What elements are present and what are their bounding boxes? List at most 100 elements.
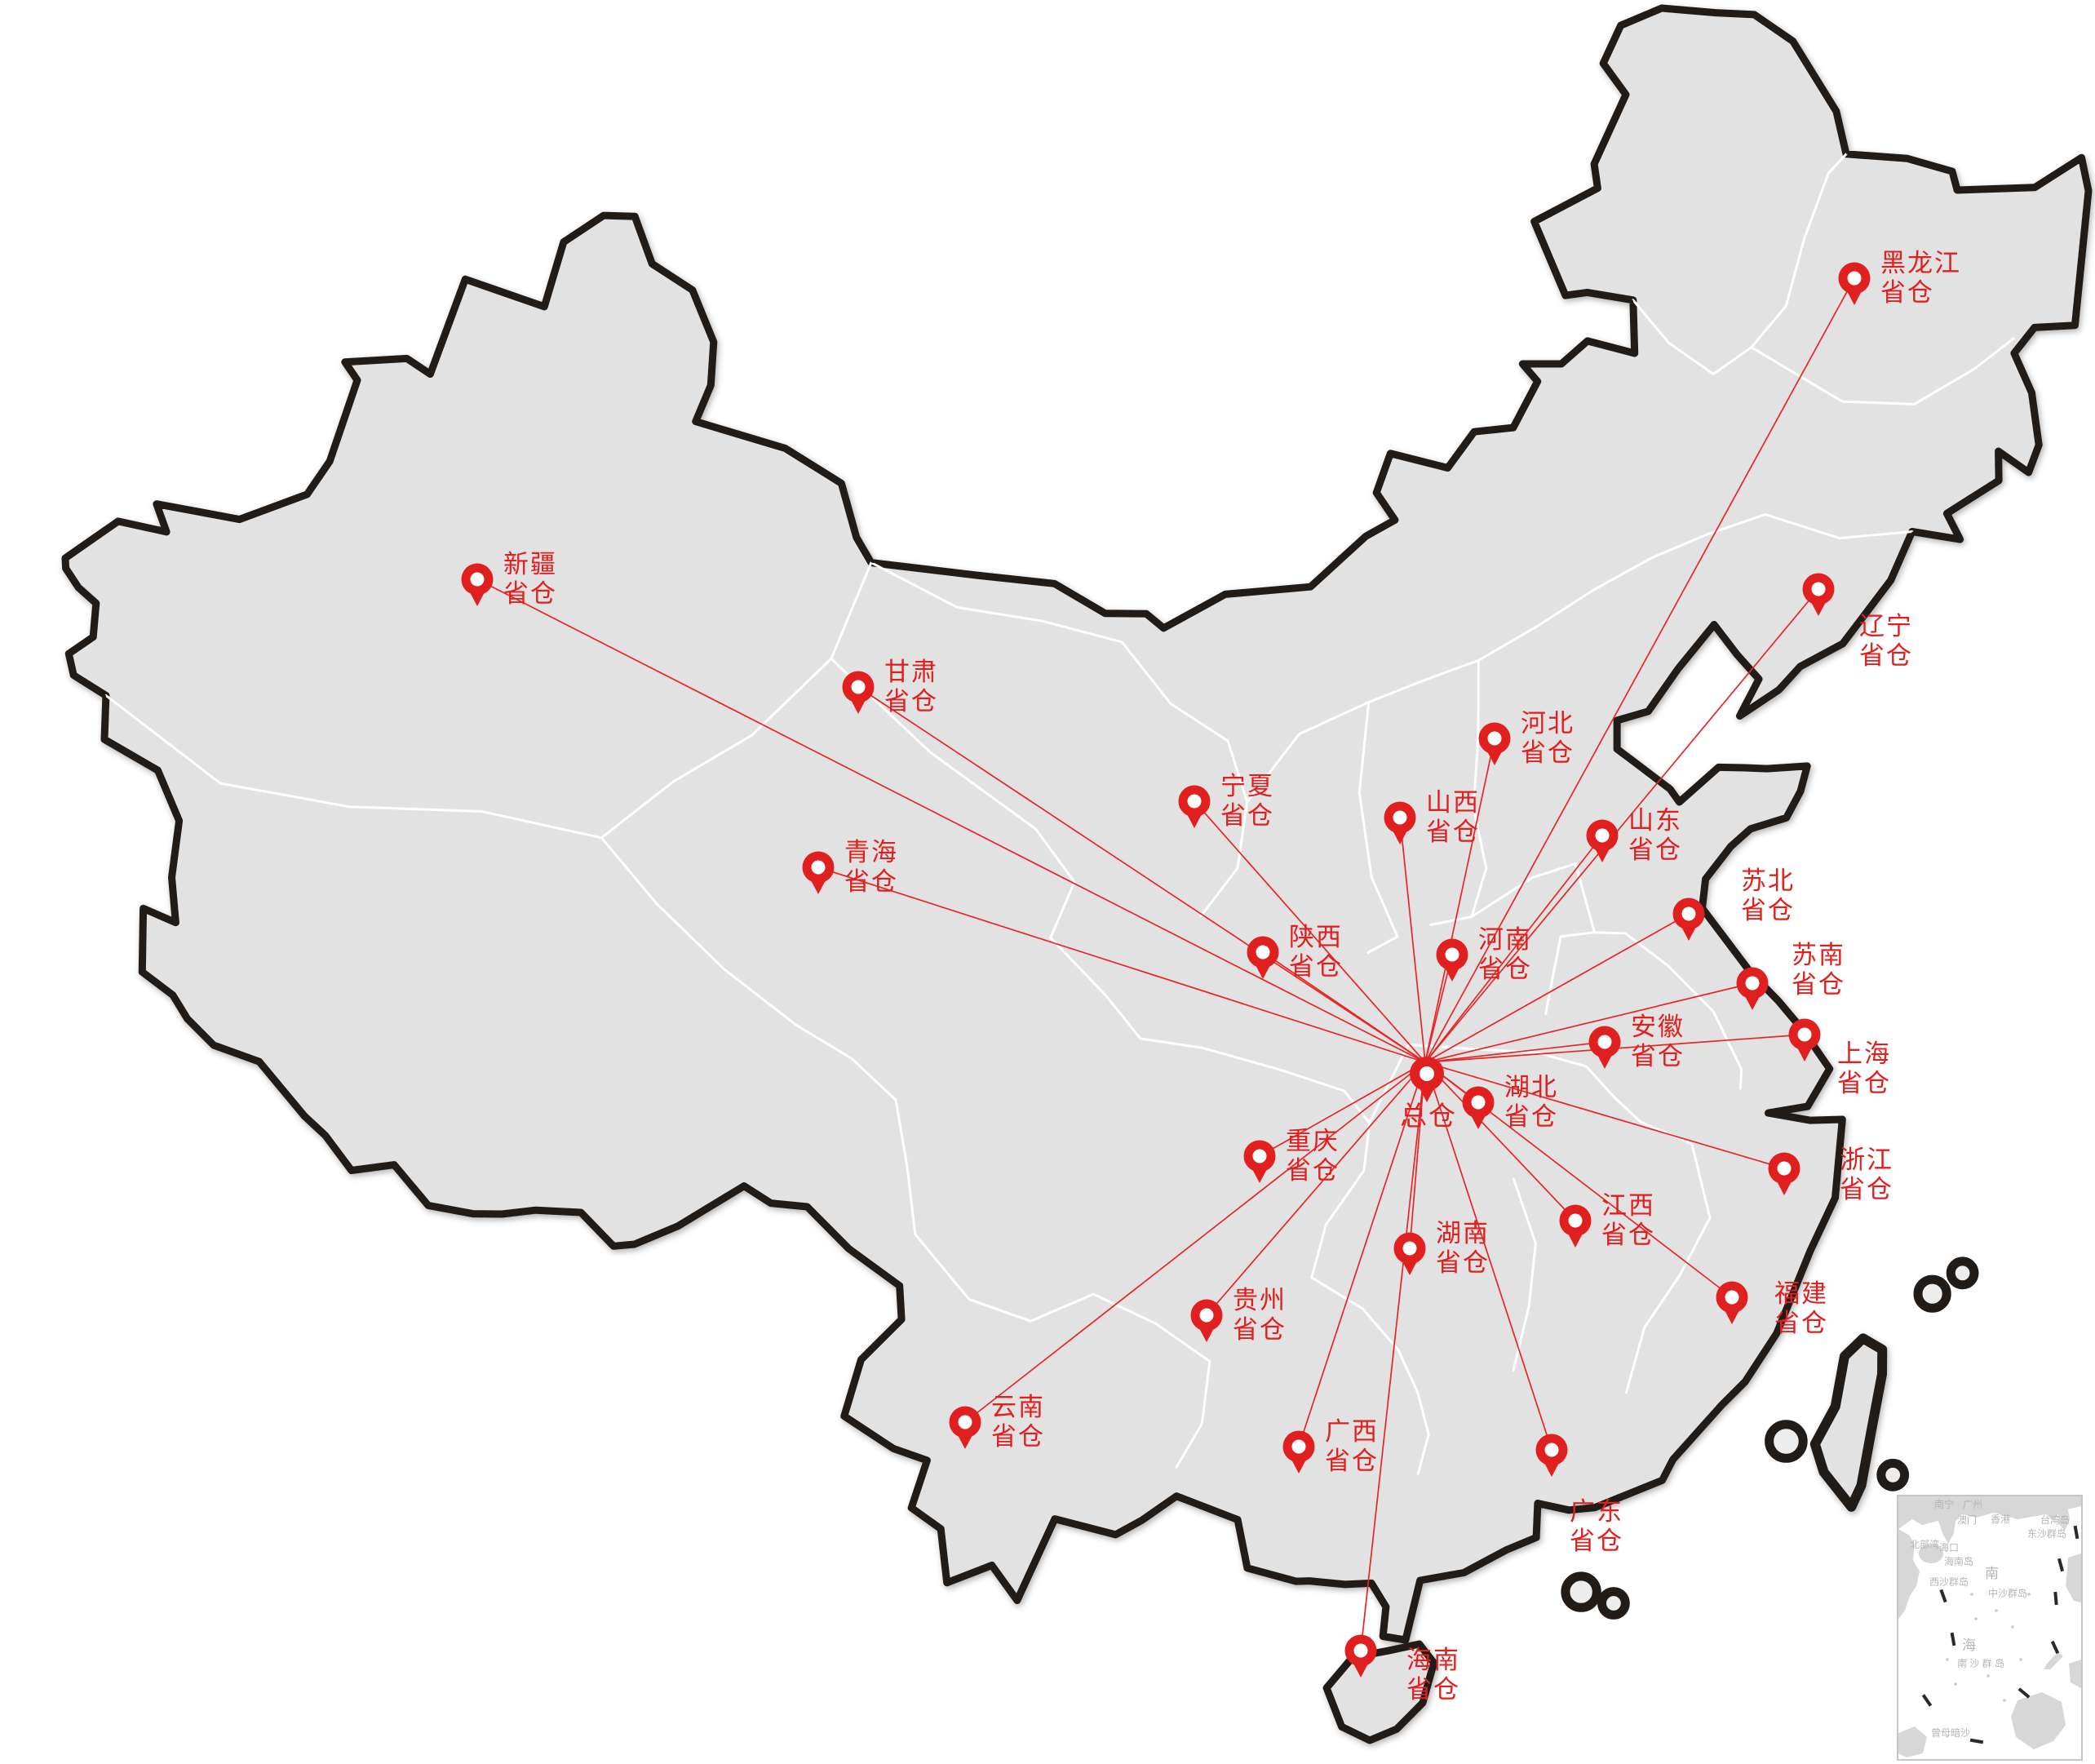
warehouse-region-name: 上海 bbox=[1837, 1039, 1891, 1068]
warehouse-pins bbox=[461, 262, 1871, 1678]
warehouse-label-shanghai: 上海 省仓 bbox=[1837, 1039, 1891, 1098]
warehouse-pin-shaanxi bbox=[1247, 936, 1279, 979]
warehouse-label-yunnan: 云南 省仓 bbox=[991, 1393, 1045, 1452]
warehouse-region-name: 苏北 bbox=[1741, 866, 1795, 895]
warehouse-suffix: 省仓 bbox=[1478, 955, 1532, 983]
warehouse-label-anhui: 安徽 省仓 bbox=[1631, 1013, 1685, 1071]
warehouse-region-name: 山东 bbox=[1628, 806, 1682, 835]
warehouse-region-name: 湖北 bbox=[1504, 1073, 1558, 1101]
distribution-line-gansu bbox=[857, 686, 1426, 1063]
warehouse-pin-zongcang bbox=[1410, 1057, 1444, 1102]
warehouse-region-name: 山西 bbox=[1426, 788, 1480, 817]
warehouse-pin-subei bbox=[1672, 898, 1705, 941]
small-island bbox=[1876, 1458, 1910, 1491]
inset-islet-dot bbox=[2003, 1699, 2006, 1702]
nine-dash-segment bbox=[2017, 1687, 2031, 1699]
warehouse-region-name: 河北 bbox=[1521, 709, 1575, 738]
warehouse-region-name: 海南 bbox=[1406, 1646, 1460, 1674]
warehouse-pin-fujian bbox=[1716, 1281, 1748, 1324]
inset-islet-dot bbox=[1954, 1682, 1957, 1686]
pin-hole-icon bbox=[470, 572, 485, 587]
pin-hole-icon bbox=[1595, 828, 1610, 843]
warehouse-suffix: 省仓 bbox=[844, 867, 898, 896]
distribution-line-yunnan bbox=[964, 1062, 1426, 1423]
warehouse-suffix: 省仓 bbox=[1521, 738, 1575, 767]
distribution-line-xinjiang bbox=[476, 578, 1426, 1063]
distribution-line-shandong bbox=[1424, 835, 1603, 1063]
warehouse-suffix: 省仓 bbox=[1286, 1156, 1340, 1185]
warehouse-label-shanxi: 山西 省仓 bbox=[1426, 788, 1480, 847]
distribution-line-hainan bbox=[1360, 1062, 1426, 1651]
warehouse-region-name: 福建 bbox=[1774, 1279, 1828, 1308]
warehouse-suffix: 省仓 bbox=[1570, 1527, 1623, 1555]
warehouse-pin-guangdong bbox=[1535, 1434, 1568, 1477]
province-border-line bbox=[1429, 862, 1597, 1016]
inset-mindanao bbox=[2069, 1660, 2081, 1688]
warehouse-label-guangxi: 广西 省仓 bbox=[1325, 1417, 1379, 1476]
warehouse-region-name: 河南 bbox=[1478, 925, 1532, 954]
warehouse-suffix: 省仓 bbox=[1504, 1102, 1558, 1131]
warehouse-suffix: 省仓 bbox=[991, 1422, 1045, 1451]
warehouse-pin-anhui bbox=[1588, 1026, 1621, 1069]
distribution-line-ningxia bbox=[1194, 800, 1426, 1063]
small-island bbox=[1561, 1571, 1601, 1612]
warehouse-suffix: 省仓 bbox=[1426, 818, 1480, 846]
taiwan-island bbox=[1809, 1333, 1888, 1512]
warehouse-region-name: 浙江 bbox=[1840, 1146, 1893, 1174]
south-china-sea-inset-map: 南宁 广州 澳门 香港 台湾岛 东沙群岛 北部湾 海口 海南岛 西沙群岛 南中沙群岛海南 沙 群 岛… bbox=[1897, 1495, 2083, 1761]
warehouse-label-hubei: 湖北 省仓 bbox=[1504, 1073, 1558, 1132]
pin-hole-icon bbox=[1847, 271, 1862, 286]
nine-dash-segment bbox=[2050, 1640, 2060, 1655]
warehouse-suffix: 省仓 bbox=[1859, 641, 1913, 670]
inset-vietnam-coast bbox=[1898, 1529, 1920, 1619]
inset-islet-dot bbox=[2027, 1593, 2031, 1596]
distribution-line-heilongjiang bbox=[1424, 277, 1855, 1063]
warehouse-label-qinghai: 青海 省仓 bbox=[844, 838, 898, 897]
nine-dash-segment bbox=[1969, 1738, 1984, 1744]
province-border-line bbox=[1764, 513, 1914, 540]
warehouse-region-name: 湖南 bbox=[1436, 1219, 1490, 1248]
warehouse-pin-hunan bbox=[1393, 1232, 1426, 1275]
nine-dash-segment bbox=[1921, 1694, 1933, 1707]
warehouse-label-ningxia: 宁夏 省仓 bbox=[1220, 772, 1274, 831]
warehouse-suffix: 省仓 bbox=[1289, 952, 1343, 981]
pin-hole-icon bbox=[1544, 1443, 1559, 1457]
pin-hole-icon bbox=[1681, 906, 1696, 921]
small-island bbox=[1946, 1257, 1979, 1290]
distribution-line-liaoning bbox=[1424, 588, 1819, 1063]
warehouse-region-name: 贵州 bbox=[1233, 1286, 1287, 1314]
pin-hole-icon bbox=[1811, 582, 1826, 596]
distribution-line-guangxi bbox=[1298, 1062, 1426, 1447]
nine-dash-segment bbox=[2053, 1591, 2058, 1606]
pin-hole-icon bbox=[1471, 1095, 1486, 1110]
distribution-line-anhui bbox=[1424, 1041, 1606, 1063]
inset-label: 澳门 bbox=[1957, 1514, 1978, 1526]
province-border-line bbox=[870, 561, 1249, 917]
province-border-line bbox=[830, 657, 1371, 1279]
pin-hole-icon bbox=[1402, 1241, 1417, 1256]
warehouse-label-liaoning: 辽宁 省仓 bbox=[1859, 612, 1913, 671]
distribution-line-shaanxi bbox=[1262, 951, 1426, 1063]
inset-label: 南 bbox=[1985, 1566, 1999, 1581]
inset-luzon bbox=[2066, 1553, 2081, 1602]
warehouse-region-name: 苏南 bbox=[1792, 941, 1845, 969]
province-border-line bbox=[1368, 1043, 1712, 1394]
distribution-line-jiangxi bbox=[1424, 1062, 1576, 1221]
warehouse-region-name: 辽宁 bbox=[1859, 612, 1913, 640]
warehouse-region-name: 陕西 bbox=[1289, 923, 1343, 951]
pin-hole-icon bbox=[1797, 1027, 1812, 1042]
inset-islet-dot bbox=[2011, 1625, 2014, 1629]
pin-hole-icon bbox=[1445, 947, 1459, 962]
distribution-line-sunan bbox=[1424, 982, 1753, 1063]
pin-hole-icon bbox=[1187, 794, 1202, 809]
warehouse-pin-shanghai bbox=[1788, 1018, 1821, 1062]
distribution-line-qinghai bbox=[817, 866, 1426, 1063]
warehouse-suffix: 省仓 bbox=[1325, 1447, 1379, 1475]
inset-islet-dot bbox=[1970, 1593, 1973, 1596]
warehouse-suffix: 省仓 bbox=[503, 579, 557, 608]
pin-hole-icon bbox=[1745, 976, 1760, 991]
province-border-line bbox=[1593, 931, 1743, 1090]
distribution-line-shanxi bbox=[1399, 817, 1426, 1063]
warehouse-label-sunan: 苏南 省仓 bbox=[1792, 941, 1845, 999]
